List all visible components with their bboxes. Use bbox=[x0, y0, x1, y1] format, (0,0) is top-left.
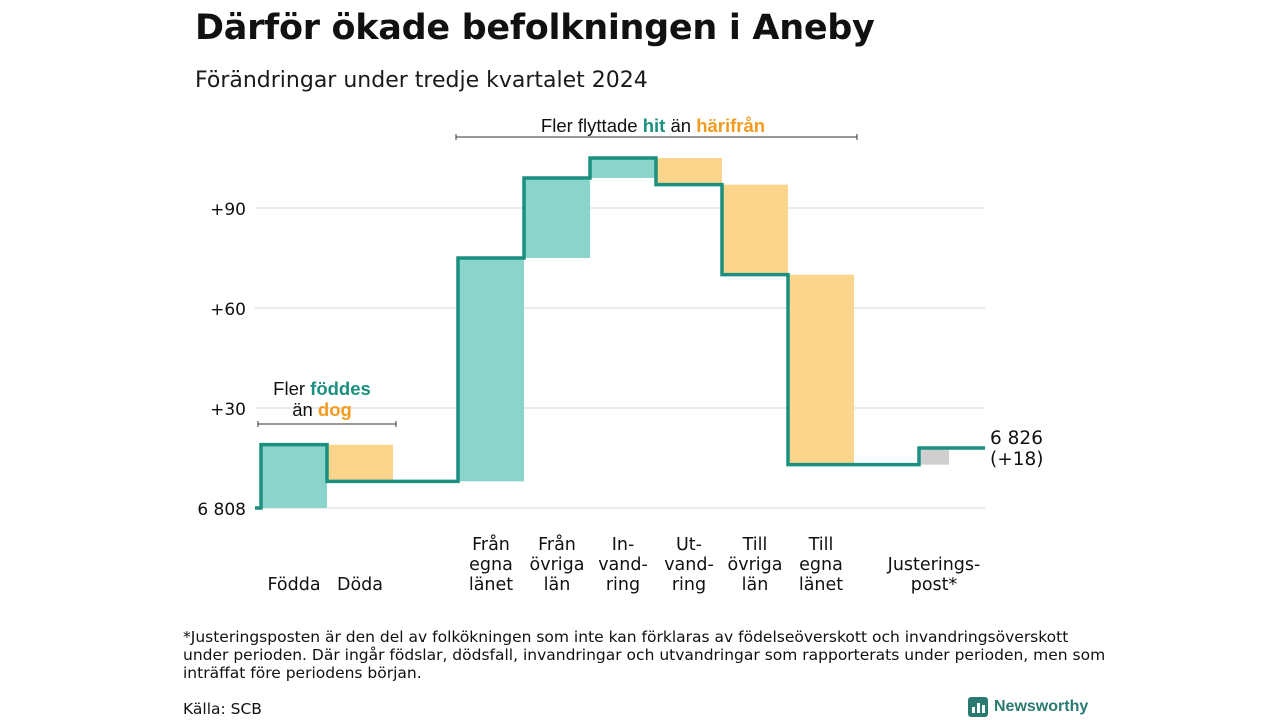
category-label-doda: Döda bbox=[337, 575, 383, 595]
bar-chart-icon bbox=[968, 697, 988, 717]
migration-bracket bbox=[455, 134, 858, 140]
migration-annotation: Fler flyttade hit än härifrån bbox=[541, 115, 765, 136]
annotation-accent: härifrån bbox=[696, 115, 765, 136]
bar-invandring bbox=[590, 158, 656, 178]
bar-fodda bbox=[261, 444, 327, 508]
births-annotation-line2: än dog bbox=[292, 399, 352, 420]
category-label-till_ovriga_lan: Till bbox=[742, 535, 768, 555]
bar-doda bbox=[327, 444, 393, 482]
category-label-fran_egna_lanet: Från bbox=[472, 534, 510, 555]
category-label-invandring: ring bbox=[606, 575, 640, 595]
bar-justeringspost bbox=[919, 448, 949, 465]
category-label-fran_egna_lanet: länet bbox=[469, 575, 513, 595]
category-label-fran_egna_lanet: egna bbox=[469, 555, 513, 575]
brand-logo: Newsworthy bbox=[968, 697, 1088, 717]
category-label-justeringspost: post* bbox=[911, 575, 958, 595]
annotation-accent: hit bbox=[643, 115, 666, 136]
annotation-text: än bbox=[292, 399, 318, 420]
bar-till_ovriga_lan bbox=[722, 184, 788, 275]
category-label-utvandring: Ut- bbox=[676, 535, 702, 555]
annotation-text: än bbox=[665, 115, 696, 136]
end-value-label: 6 826 bbox=[990, 428, 1043, 449]
category-label-invandring: In- bbox=[612, 535, 635, 555]
y-tick-label: +60 bbox=[210, 300, 246, 320]
category-label-fran_ovriga_lan: län bbox=[544, 575, 571, 595]
annotation-text: Fler flyttade bbox=[541, 115, 643, 136]
category-label-till_egna_lanet: egna bbox=[799, 555, 843, 575]
y-tick-label: 6 808 bbox=[197, 500, 246, 520]
category-label-till_ovriga_lan: övriga bbox=[728, 555, 783, 575]
bar-fran_egna_lanet bbox=[458, 258, 524, 482]
end-value-label: (+18) bbox=[990, 449, 1043, 470]
chart-subtitle: Förändringar under tredje kvartalet 2024 bbox=[195, 68, 648, 93]
bar-till_egna_lanet bbox=[788, 274, 854, 465]
births-annotation-line1: Fler föddes bbox=[273, 378, 371, 399]
source-label: Källa: SCB bbox=[183, 700, 262, 718]
category-label-fodda: Födda bbox=[267, 575, 320, 595]
category-label-fran_ovriga_lan: Från bbox=[538, 534, 576, 555]
cumulative-step-line bbox=[255, 156, 985, 510]
y-tick-label: +90 bbox=[210, 200, 246, 220]
category-label-utvandring: ring bbox=[672, 575, 706, 595]
category-label-justeringspost: Justerings- bbox=[887, 555, 981, 575]
bar-utvandring bbox=[656, 158, 722, 185]
annotation-text: Fler bbox=[273, 378, 310, 399]
category-label-till_ovriga_lan: län bbox=[742, 575, 769, 595]
annotation-accent: föddes bbox=[310, 378, 371, 399]
chart-title: Därför ökade befolkningen i Aneby bbox=[195, 8, 875, 48]
bar-fran_ovriga_lan bbox=[524, 178, 590, 258]
y-tick-label: +30 bbox=[210, 400, 246, 420]
category-label-till_egna_lanet: länet bbox=[799, 575, 843, 595]
category-label-till_egna_lanet: Till bbox=[808, 535, 834, 555]
births-bracket bbox=[257, 421, 397, 427]
category-label-fran_ovriga_lan: övriga bbox=[530, 555, 585, 575]
annotation-accent: dog bbox=[318, 399, 352, 420]
category-label-invandring: vand- bbox=[598, 555, 648, 575]
category-label-utvandring: vand- bbox=[664, 555, 714, 575]
footnote: *Justeringsposten är den del av folkökni… bbox=[183, 628, 1106, 682]
brand-name: Newsworthy bbox=[994, 698, 1089, 715]
